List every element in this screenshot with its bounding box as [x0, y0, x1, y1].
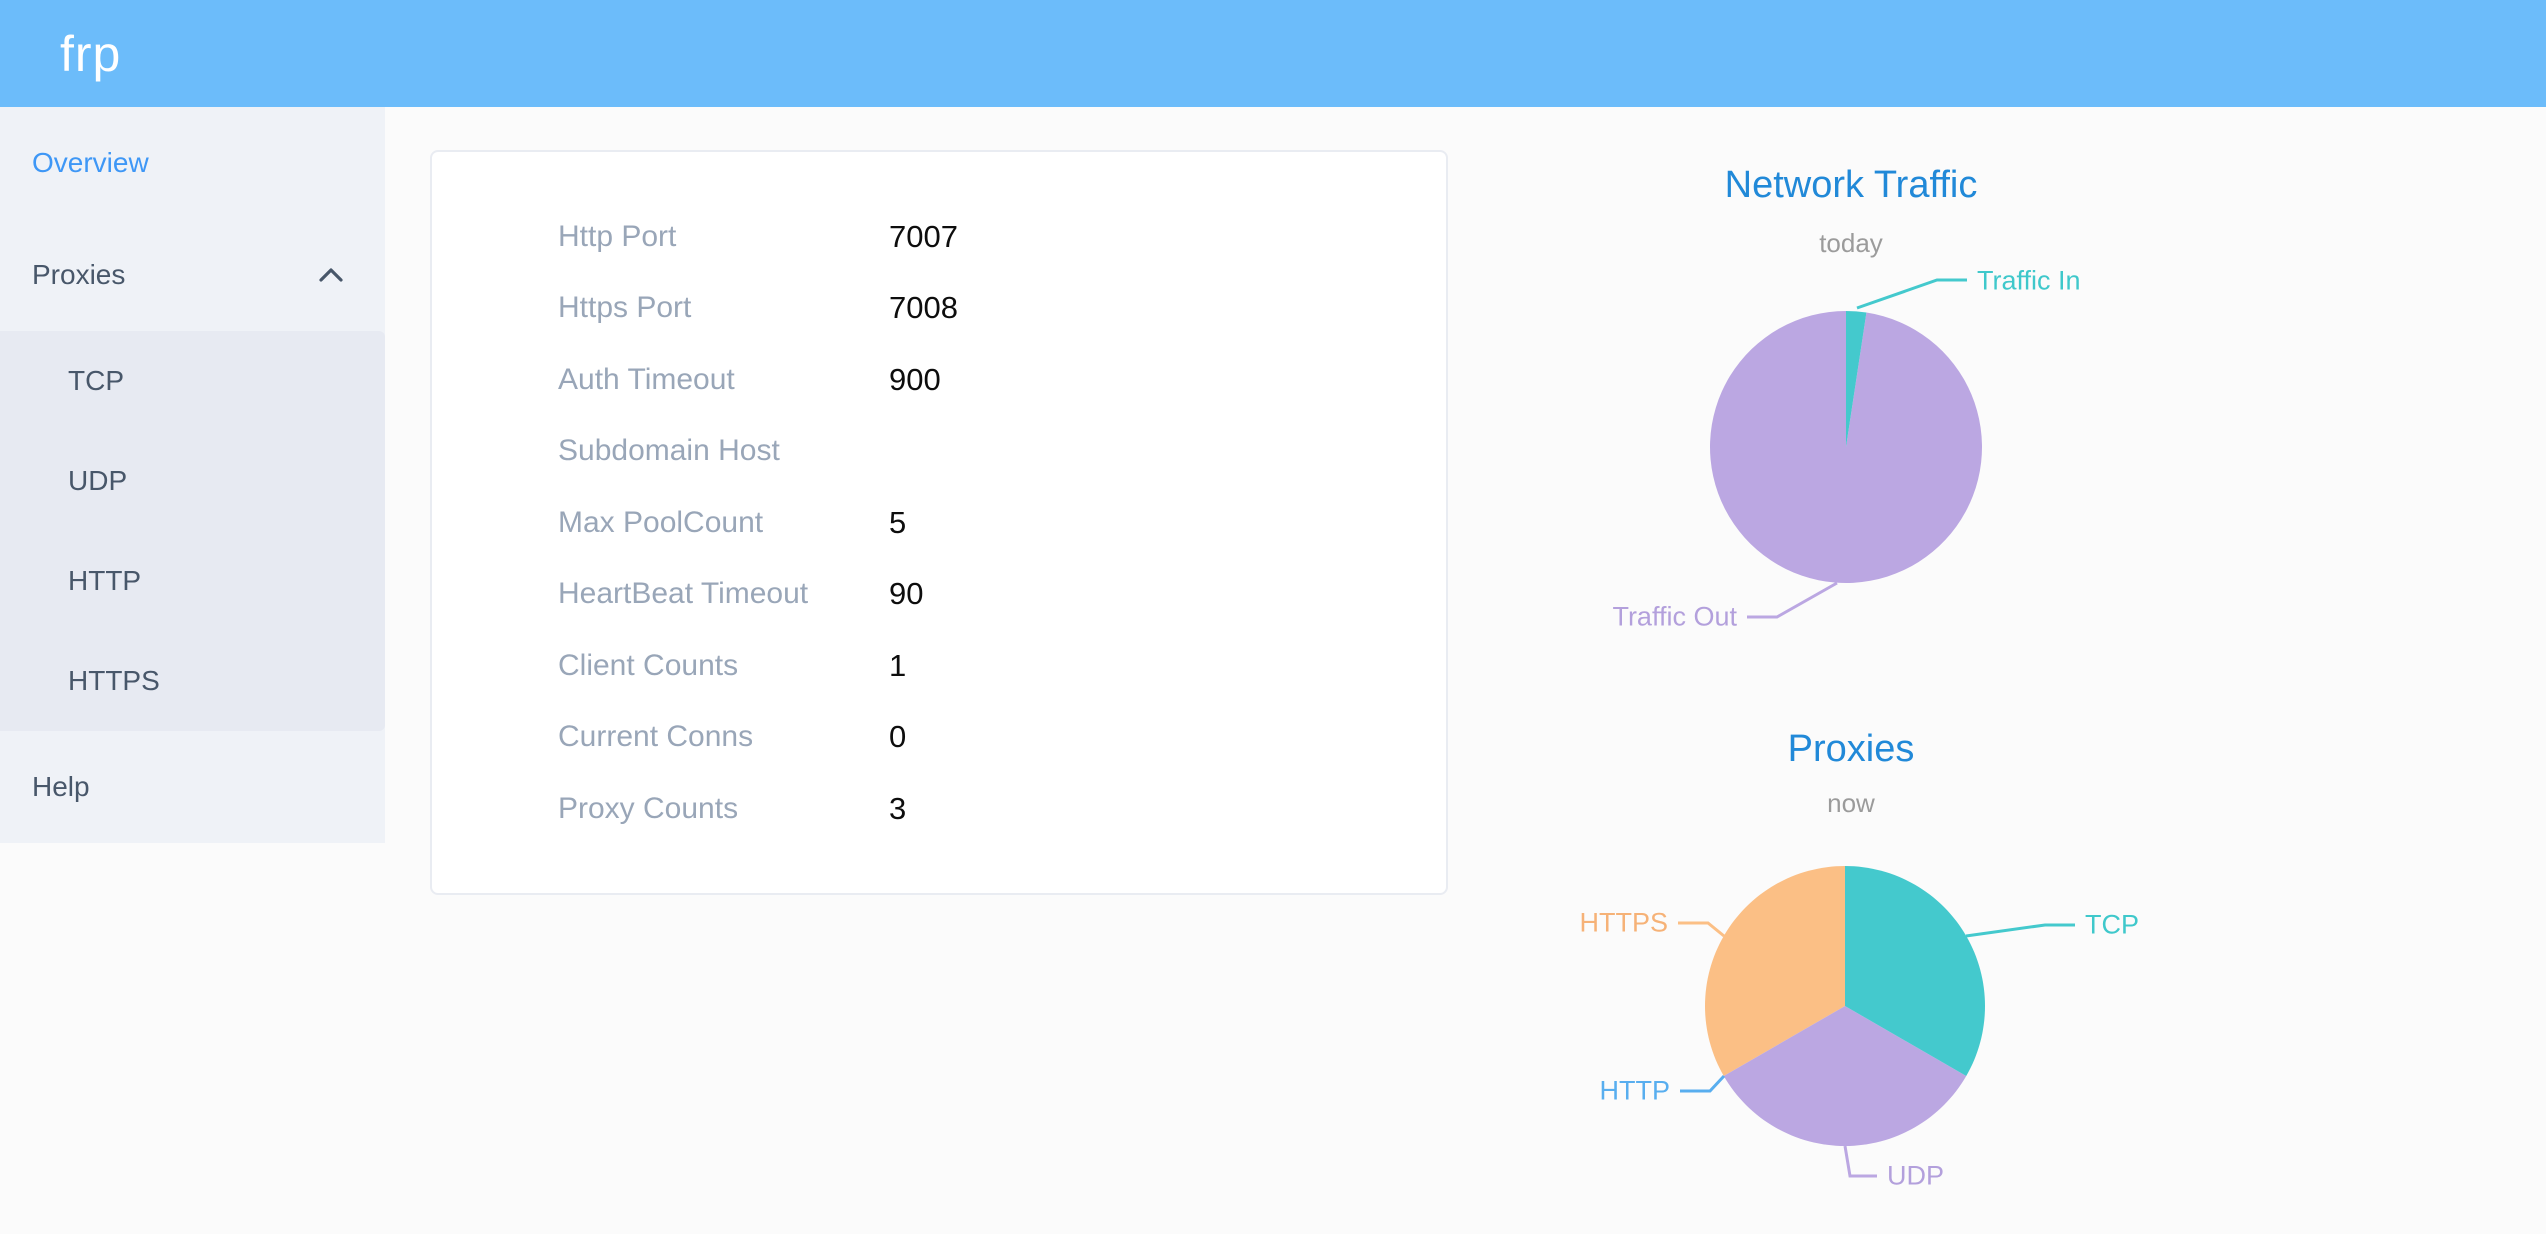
info-row-https-port: Https Port 7008	[432, 273, 1446, 345]
server-info-card: Http Port 7007 Https Port 7008 Auth Time…	[430, 150, 1448, 895]
app-header: frp	[0, 0, 2546, 107]
info-value: 900	[889, 361, 941, 397]
info-row-proxy-counts: Proxy Counts 3	[432, 773, 1446, 845]
sidebar-item-label: HTTPS	[68, 665, 160, 696]
info-value: 0	[889, 719, 907, 755]
sidebar-nav: Overview Proxies TCP UDP HTTP HTTPS Help	[0, 107, 385, 843]
info-row-current-conns: Current Conns 0	[432, 702, 1446, 774]
sidebar-item-proxies[interactable]: Proxies	[0, 219, 385, 331]
sidebar-item-overview[interactable]: Overview	[0, 107, 385, 219]
sidebar-item-label: Help	[32, 771, 90, 802]
info-row-http-port: Http Port 7007	[432, 201, 1446, 273]
info-row-client-counts: Client Counts 1	[432, 630, 1446, 702]
sidebar-item-label: HTTP	[68, 565, 142, 596]
info-value: 90	[889, 576, 924, 612]
label-line-tcp	[1965, 923, 2075, 938]
sidebar-submenu: TCP UDP HTTP HTTPS	[0, 331, 385, 731]
sidebar-item-https[interactable]: HTTPS	[0, 631, 385, 731]
sidebar-item-tcp[interactable]: TCP	[0, 331, 385, 431]
pie-label-traffic-in: Traffic In	[1977, 265, 2081, 296]
info-label: Https Port	[558, 291, 692, 325]
info-value: 1	[889, 647, 907, 683]
proxies-pie[interactable]	[1605, 786, 2165, 1226]
pie-slice-https[interactable]	[1705, 866, 1845, 1076]
pie-label-udp: UDP	[1887, 1160, 1945, 1191]
pie-label-traffic-out: Traffic Out	[1612, 601, 1737, 632]
proxies-chart-title: Proxies	[1787, 728, 1915, 770]
pie-label-http: HTTP	[1599, 1075, 1671, 1106]
info-row-max-poolcount: Max PoolCount 5	[432, 487, 1446, 559]
sidebar-item-http[interactable]: HTTP	[0, 531, 385, 631]
info-value: 7008	[889, 290, 958, 326]
proxies-chart-subtitle: now	[1827, 788, 1875, 818]
chevron-up-icon	[319, 268, 343, 282]
app-logo: frp	[60, 25, 122, 82]
sidebar-item-udp[interactable]: UDP	[0, 431, 385, 531]
pie-label-https: HTTPS	[1579, 907, 1668, 938]
info-label: Client Counts	[558, 648, 739, 682]
label-line-https	[1678, 921, 1725, 938]
info-row-auth-timeout: Auth Timeout 900	[432, 344, 1446, 416]
info-label: Subdomain Host	[558, 434, 780, 468]
network-traffic-chart-subtitle: today	[1819, 228, 1883, 258]
sidebar-item-label: TCP	[68, 365, 124, 396]
info-row-heartbeat-timeout: HeartBeat Timeout 90	[432, 559, 1446, 631]
info-value: 7007	[889, 218, 958, 254]
info-label: Max PoolCount	[558, 505, 764, 539]
label-line-traffic-out	[1747, 581, 1838, 619]
info-label: Proxy Counts	[558, 791, 739, 825]
info-label: HeartBeat Timeout	[558, 577, 809, 611]
sidebar-item-label: UDP	[68, 465, 128, 496]
label-line-udp	[1843, 1145, 1877, 1178]
sidebar-item-help[interactable]: Help	[0, 731, 385, 843]
info-value: 3	[889, 790, 907, 826]
network-traffic-chart-title: Network Traffic	[1724, 164, 1978, 206]
label-line-traffic-in	[1856, 278, 1967, 310]
network-traffic-pie[interactable]	[1606, 227, 2166, 667]
info-label: Current Conns	[558, 720, 754, 754]
info-row-subdomain-host: Subdomain Host	[432, 416, 1446, 488]
info-value: 5	[889, 504, 907, 540]
label-line-http	[1680, 1074, 1726, 1093]
pie-slice-tcp[interactable]	[1845, 866, 1985, 1076]
sidebar-item-label: Overview	[32, 147, 149, 178]
pie-label-tcp: TCP	[2085, 909, 2139, 940]
sidebar-item-label: Proxies	[32, 259, 126, 290]
info-label: Auth Timeout	[558, 362, 735, 396]
info-label: Http Port	[558, 219, 677, 253]
pie-slice-traffic-in[interactable]	[1846, 311, 1867, 447]
